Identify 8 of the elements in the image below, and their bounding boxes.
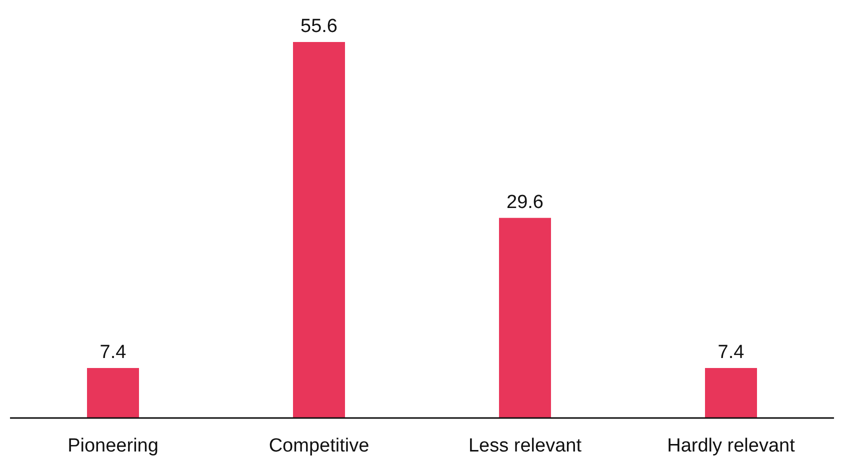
- data-label: 29.6: [506, 192, 544, 213]
- data-label: 7.4: [100, 342, 127, 363]
- x-tick-label: Pioneering: [68, 435, 158, 456]
- data-label: 55.6: [300, 16, 338, 37]
- data-label: 7.4: [718, 342, 745, 363]
- x-tick-label: Hardly relevant: [667, 435, 796, 456]
- x-tick-label: Less relevant: [468, 435, 582, 456]
- x-tick-label: Competitive: [268, 435, 370, 456]
